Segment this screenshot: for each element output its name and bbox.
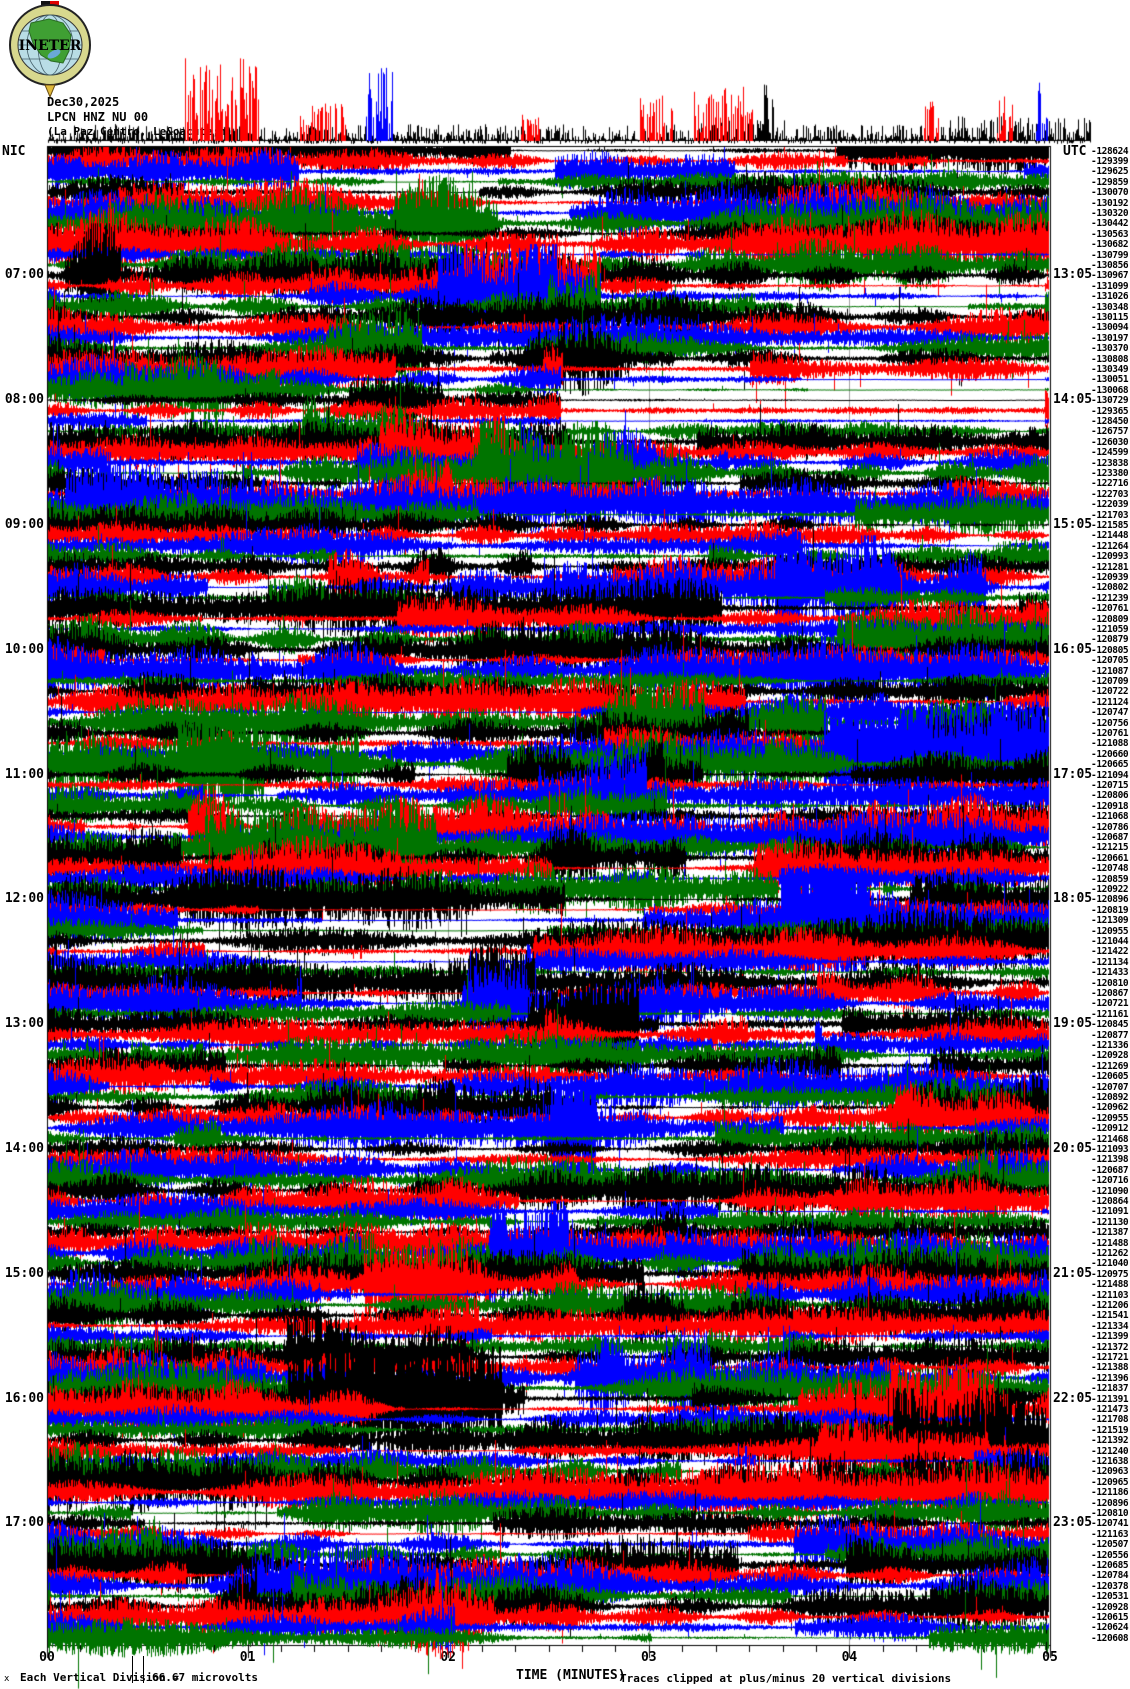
helicorder-page: INETER Dec30,2025 LPCN HNZ NU 00 (La Paz…: [0, 0, 1130, 1689]
seismogram-traces: [0, 0, 1130, 1689]
